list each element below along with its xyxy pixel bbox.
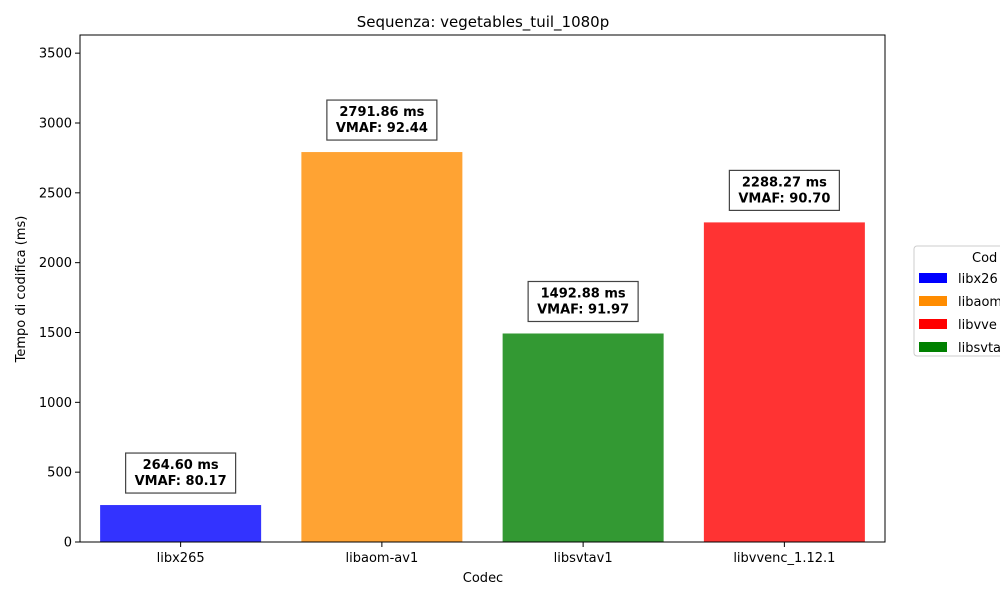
legend-label: libsvta <box>958 341 1000 356</box>
legend-label: libx26 <box>958 272 998 287</box>
x-tick-label: libx265 <box>157 551 205 566</box>
legend: Cod libx26 libaom libvve libsvta <box>913 245 1000 357</box>
x-tick-label: libvvenc_1.12.1 <box>733 551 835 566</box>
legend-swatch <box>919 342 947 352</box>
annotation-vmaf: VMAF: 92.44 <box>336 121 428 136</box>
y-tick-label: 1500 <box>39 326 72 341</box>
annotation-box <box>125 452 237 494</box>
annotation-box <box>728 169 840 211</box>
x-axis: libx265 libaom-av1 libsvtav1 libvvenc_1.12.… <box>157 542 835 566</box>
y-tick-label: 2000 <box>39 256 72 271</box>
x-tick-label: libaom-av1 <box>346 551 419 566</box>
annotation-vmaf: VMAF: 91.97 <box>537 302 629 317</box>
legend-title: Cod <box>972 251 997 266</box>
chart-title: Sequenza: vegetables_tuil_1080p <box>357 13 609 32</box>
legend-label: libaom <box>958 295 1000 310</box>
y-tick-label: 3500 <box>39 47 72 62</box>
x-tick-label: libsvtav1 <box>554 551 613 566</box>
plot-frame <box>79 34 886 543</box>
legend-swatch <box>919 296 947 306</box>
bar-libaom-av1 <box>301 152 463 542</box>
annotation-box <box>326 99 438 141</box>
y-axis-title: Tempo di codifica (ms) <box>14 216 29 364</box>
annotation-vmaf: VMAF: 90.70 <box>738 191 830 206</box>
annotation-time: 2288.27 ms <box>742 175 827 190</box>
annotation-time: 1492.88 ms <box>541 286 626 301</box>
annotation-time: 264.60 ms <box>143 458 219 473</box>
bar-libx265 <box>100 505 262 542</box>
annotation-vmaf: VMAF: 80.17 <box>135 474 227 489</box>
annotation-box <box>527 280 639 323</box>
y-axis: 0 500 1000 1500 2000 2500 3000 3500 <box>39 47 80 551</box>
y-tick-label: 1000 <box>39 396 72 411</box>
legend-swatch <box>919 319 947 329</box>
bar-libvvenc_1.12.1 <box>703 222 865 542</box>
y-tick-label: 0 <box>64 536 72 551</box>
legend-label: libvve <box>958 318 997 333</box>
y-tick-label: 2500 <box>39 186 72 201</box>
annotation-time: 2791.86 ms <box>339 105 424 120</box>
bar-libsvtav1 <box>502 333 664 542</box>
x-axis-title: Codec <box>463 571 503 586</box>
y-tick-label: 3000 <box>39 116 72 131</box>
y-tick-label: 500 <box>47 466 72 481</box>
legend-swatch <box>919 273 947 283</box>
